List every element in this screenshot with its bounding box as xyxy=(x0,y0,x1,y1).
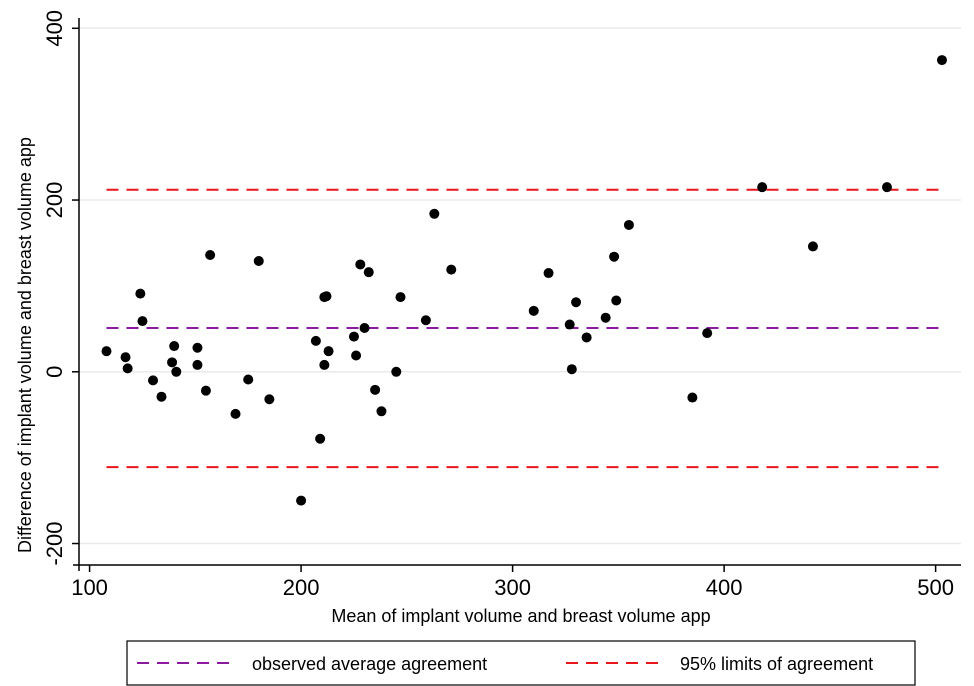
data-point-26 xyxy=(351,350,362,361)
data-point-2 xyxy=(122,363,133,374)
data-point-11 xyxy=(192,342,203,353)
data-point-30 xyxy=(370,384,381,395)
data-point-22 xyxy=(319,359,330,370)
data-point-44 xyxy=(609,251,620,262)
data-point-32 xyxy=(391,366,402,377)
data-point-8 xyxy=(169,341,180,352)
data-point-39 xyxy=(564,319,575,330)
data-point-50 xyxy=(807,241,818,252)
data-point-19 xyxy=(310,335,321,346)
data-point-46 xyxy=(623,219,634,230)
axes xyxy=(72,18,961,572)
data-point-7 xyxy=(167,357,178,368)
tick-labels: -200 0 200 400 100 200 300 400 500 xyxy=(42,10,954,600)
data-point-42 xyxy=(581,332,592,343)
data-point-6 xyxy=(156,391,167,402)
data-point-17 xyxy=(264,394,275,405)
data-point-33 xyxy=(395,292,406,303)
x-tick-label-300: 300 xyxy=(494,575,531,600)
data-point-43 xyxy=(600,312,611,323)
data-point-18 xyxy=(296,495,307,506)
data-point-27 xyxy=(355,259,366,270)
data-point-14 xyxy=(230,408,241,419)
reference-lines xyxy=(106,188,942,469)
data-point-16 xyxy=(253,256,264,267)
x-axis-title: Mean of implant volume and breast volume… xyxy=(331,606,710,626)
data-point-41 xyxy=(571,297,582,308)
data-point-1 xyxy=(120,352,131,363)
data-point-9 xyxy=(171,366,182,377)
x-tick-label-200: 200 xyxy=(283,575,320,600)
data-point-37 xyxy=(528,305,539,316)
legend-box xyxy=(126,640,916,686)
x-tick-label-400: 400 xyxy=(706,575,743,600)
data-point-40 xyxy=(566,364,577,375)
x-tick-label-500: 500 xyxy=(917,575,954,600)
data-points xyxy=(101,55,947,506)
data-point-45 xyxy=(611,295,622,306)
data-point-12 xyxy=(200,385,211,396)
data-point-24 xyxy=(323,346,334,357)
data-point-0 xyxy=(101,346,112,357)
data-point-15 xyxy=(243,374,254,385)
data-point-20 xyxy=(315,433,326,444)
data-point-25 xyxy=(348,331,359,342)
y-axis-title: Difference of implant volume and breast … xyxy=(15,137,35,553)
data-point-52 xyxy=(936,55,947,66)
legend-label-average: observed average agreement xyxy=(252,654,487,674)
grid-lines xyxy=(79,27,961,545)
data-point-49 xyxy=(757,182,768,193)
data-point-28 xyxy=(359,322,370,333)
data-point-35 xyxy=(429,208,440,219)
data-point-5 xyxy=(148,375,159,386)
data-point-10 xyxy=(192,359,203,370)
data-point-36 xyxy=(446,264,457,275)
data-point-31 xyxy=(376,406,387,417)
data-point-38 xyxy=(543,268,554,279)
data-point-4 xyxy=(137,316,148,327)
data-point-3 xyxy=(135,288,146,299)
data-point-47 xyxy=(687,392,698,403)
data-point-51 xyxy=(881,182,892,193)
data-point-48 xyxy=(702,328,713,339)
y-tick-label-200: 200 xyxy=(42,182,67,219)
data-point-13 xyxy=(205,250,216,261)
legend: observed average agreement 95% limits of… xyxy=(126,640,916,686)
data-point-34 xyxy=(420,315,431,326)
y-tick-label-400: 400 xyxy=(42,10,67,47)
data-point-29 xyxy=(363,267,374,278)
x-tick-label-100: 100 xyxy=(71,575,108,600)
y-tick-label--200: -200 xyxy=(42,522,67,566)
data-point-23 xyxy=(321,291,332,302)
legend-label-limits: 95% limits of agreement xyxy=(680,654,873,674)
y-tick-label-0: 0 xyxy=(42,366,67,378)
